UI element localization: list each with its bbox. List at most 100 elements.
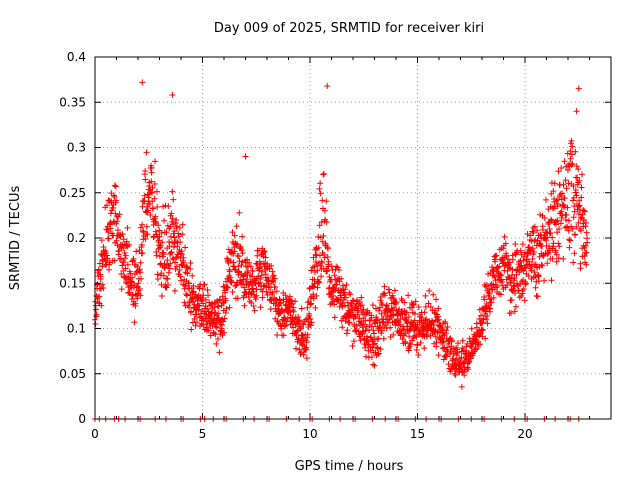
data-point [541, 214, 548, 221]
data-point [223, 255, 230, 262]
data-point [349, 307, 356, 314]
data-point [106, 259, 113, 266]
data-point [143, 149, 150, 156]
data-point [324, 254, 331, 261]
data-point [487, 305, 494, 312]
data-point [534, 237, 541, 244]
data-point [157, 242, 164, 249]
data-point [435, 352, 442, 359]
data-point [375, 351, 382, 358]
data-point [544, 260, 551, 267]
data-point [257, 261, 264, 268]
data-point [401, 299, 408, 306]
data-point [148, 164, 155, 171]
data-point [363, 310, 370, 317]
data-point [153, 231, 160, 238]
data-point [217, 297, 224, 304]
data-point [478, 320, 485, 327]
data-point [435, 305, 442, 312]
data-point [122, 252, 129, 259]
data-point [212, 323, 219, 330]
data-point [303, 355, 310, 362]
data-point [500, 245, 507, 252]
data-point [226, 304, 233, 311]
data-point [124, 224, 131, 231]
data-point [452, 372, 459, 379]
data-point [525, 272, 532, 279]
data-point [522, 280, 529, 287]
data-point [581, 208, 588, 215]
data-point [228, 279, 235, 286]
data-point [114, 218, 121, 225]
data-point [156, 233, 163, 240]
data-point [234, 252, 241, 259]
data-point [350, 297, 357, 304]
data-point [314, 267, 321, 274]
data-point [120, 259, 127, 266]
data-point [323, 219, 330, 226]
data-point [142, 235, 149, 242]
data-point [303, 339, 310, 346]
data-point [535, 278, 542, 285]
data-point [375, 350, 382, 357]
data-point [223, 305, 230, 312]
data-point [280, 296, 287, 303]
data-point [573, 192, 580, 199]
data-point [130, 255, 137, 262]
data-point [259, 294, 266, 301]
data-point [137, 224, 144, 231]
data-point [433, 296, 440, 303]
data-point [310, 295, 317, 302]
data-point [397, 321, 404, 328]
data-point [224, 284, 231, 291]
data-point [541, 277, 548, 284]
data-point [567, 155, 574, 162]
data-point [463, 343, 470, 350]
data-point [113, 197, 120, 204]
data-point [374, 336, 381, 343]
data-point [580, 207, 587, 214]
data-point [131, 319, 138, 326]
data-point [353, 322, 360, 329]
data-point [377, 294, 384, 301]
y-tick-label: 0.3 [67, 141, 86, 155]
data-point [277, 299, 284, 306]
data-point [210, 316, 217, 323]
data-point [568, 161, 575, 168]
data-point [280, 332, 287, 339]
data-point [565, 227, 572, 234]
data-point [152, 158, 159, 165]
data-point [561, 158, 568, 165]
data-point [370, 327, 377, 334]
data-point [234, 241, 241, 248]
data-point [202, 315, 209, 322]
data-point [560, 255, 567, 262]
data-point [430, 322, 437, 329]
data-point [164, 257, 171, 264]
data-point [238, 262, 245, 269]
data-point [483, 316, 490, 323]
data-point [264, 292, 271, 299]
data-point [317, 190, 324, 197]
data-point [142, 167, 149, 174]
data-point [137, 292, 144, 299]
data-point [508, 309, 515, 316]
data-point [307, 301, 314, 308]
data-point [333, 281, 340, 288]
data-point [548, 277, 555, 284]
grid [95, 57, 611, 419]
data-point [111, 182, 118, 189]
data-point [227, 258, 234, 265]
data-point [569, 197, 576, 204]
data-point [308, 267, 315, 274]
data-point [421, 345, 428, 352]
data-point [575, 210, 582, 217]
data-point [127, 283, 134, 290]
data-point [536, 253, 543, 260]
data-point [352, 327, 359, 334]
data-point [402, 309, 409, 316]
data-point [504, 282, 511, 289]
data-point [486, 290, 493, 297]
data-point [376, 307, 383, 314]
data-point [173, 263, 180, 270]
